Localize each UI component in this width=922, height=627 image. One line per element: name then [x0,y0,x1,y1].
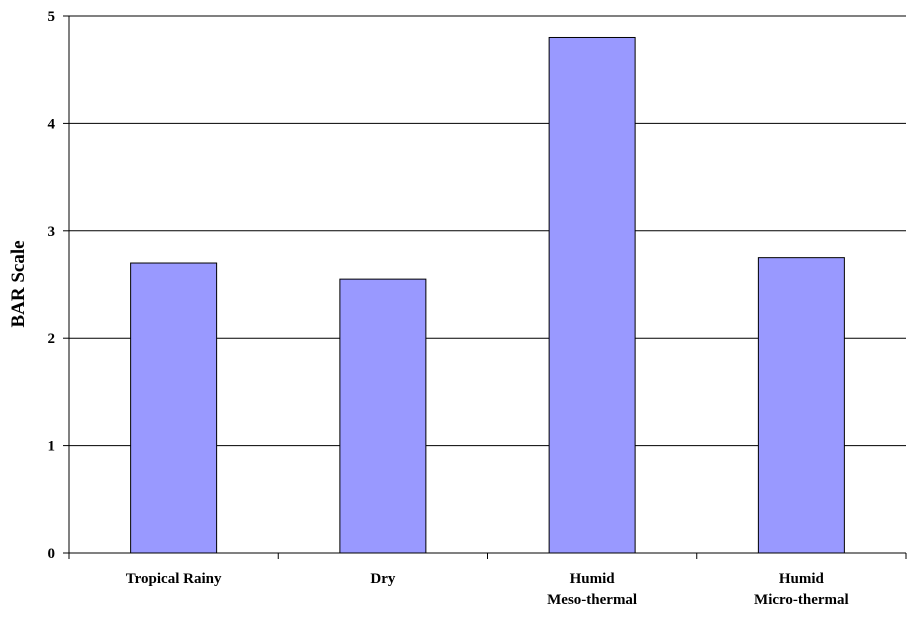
y-tick-label: 5 [48,9,56,25]
y-tick-label: 0 [48,546,56,562]
bar [339,278,427,554]
bar [130,262,218,554]
y-axis-title: BAR Scale [8,240,29,327]
x-category-label: Humid Meso-thermal [547,571,637,608]
bar [548,36,636,554]
x-category-label: Dry [370,571,395,587]
y-tick-label: 2 [48,331,56,347]
y-tick-label: 1 [48,439,56,455]
axes [63,15,907,559]
bar [757,257,845,554]
x-category-label: Humid Micro-thermal [754,571,849,608]
bars [130,36,845,554]
y-tick-label: 4 [48,116,56,132]
y-tick-label: 3 [48,224,56,240]
x-category-label: Tropical Rainy [126,571,222,587]
labels: 0 1 2 3 4 5 Tropical Rainy Dry Humid Meso-thermal… [48,9,849,608]
